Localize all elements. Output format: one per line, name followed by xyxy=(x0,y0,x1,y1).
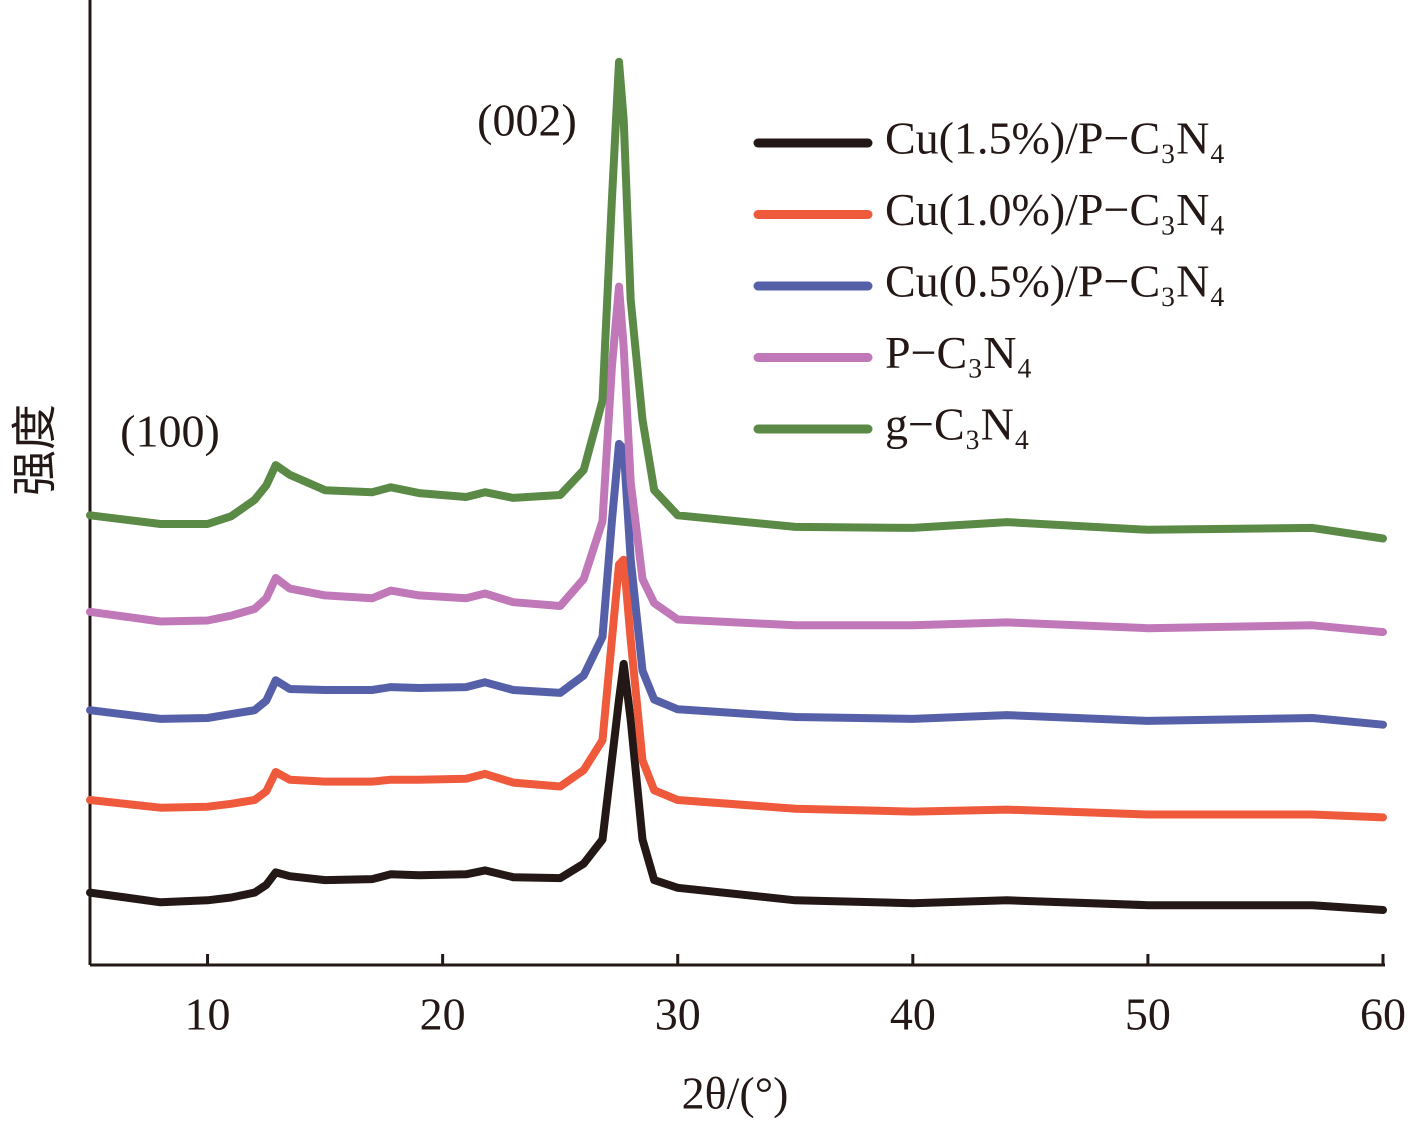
data-line xyxy=(86,282,1387,637)
legend-label: Cu(1.5%)/P−C₃N₄ xyxy=(885,113,1225,164)
annotation: (002) xyxy=(477,95,577,146)
y-axis-label: 强度 xyxy=(10,404,61,496)
data-line xyxy=(86,659,1387,914)
x-tick-label: 60 xyxy=(1360,989,1406,1040)
legend-label: Cu(1.0%)/P−C₃N₄ xyxy=(885,184,1225,235)
x-tick-label: 10 xyxy=(185,989,231,1040)
x-tick-label: 40 xyxy=(890,989,936,1040)
x-axis-label: 2θ/(°) xyxy=(682,1068,789,1119)
legend-label: P−C₃N₄ xyxy=(885,327,1033,378)
legend-label: Cu(0.5%)/P−C₃N₄ xyxy=(885,256,1225,307)
x-tick-label: 30 xyxy=(655,989,701,1040)
data-line xyxy=(86,439,1387,729)
legend-label: g−C₃N₄ xyxy=(885,399,1030,450)
data-line xyxy=(86,555,1387,822)
data-line xyxy=(86,57,1387,543)
x-tick-label: 50 xyxy=(1125,989,1171,1040)
x-tick-label: 20 xyxy=(420,989,466,1040)
annotation: (100) xyxy=(120,406,220,457)
